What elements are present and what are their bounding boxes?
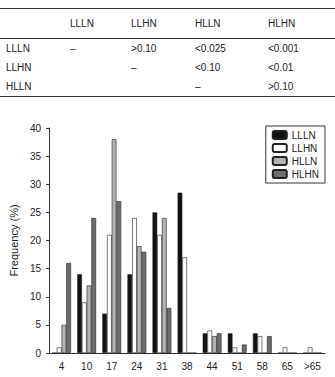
svg-text:LLLN: LLLN xyxy=(292,130,316,141)
html-text:<0.10: <0.10 xyxy=(195,62,221,73)
html-text:LLLN: LLLN xyxy=(6,43,30,54)
html-text:LLHN: LLHN xyxy=(6,62,32,73)
html-text:LLHN: LLHN xyxy=(131,18,157,29)
html-text:<0.025: <0.025 xyxy=(195,43,226,54)
svg-text:40: 40 xyxy=(30,123,42,134)
svg-text:20: 20 xyxy=(30,235,42,246)
html-text:HLHN: HLHN xyxy=(268,18,296,29)
svg-text:65: 65 xyxy=(282,361,294,372)
svg-text:5: 5 xyxy=(35,319,41,330)
svg-text:58: 58 xyxy=(257,361,269,372)
html-text:<0.01: <0.01 xyxy=(268,62,294,73)
html-text:HLLN: HLLN xyxy=(6,81,32,92)
svg-text:10: 10 xyxy=(30,291,42,302)
svg-text:0: 0 xyxy=(35,348,41,359)
html-text:>0.10: >0.10 xyxy=(131,43,157,54)
svg-text:25: 25 xyxy=(30,207,42,218)
svg-text:38: 38 xyxy=(181,361,193,372)
html-text:LLLN: LLLN xyxy=(70,18,94,29)
svg-text:30: 30 xyxy=(30,179,42,190)
svg-text:31: 31 xyxy=(156,361,168,372)
html-text:>0.10: >0.10 xyxy=(268,81,294,92)
svg-text:35: 35 xyxy=(30,151,42,162)
svg-text:17: 17 xyxy=(106,361,118,372)
svg-text:LLHN: LLHN xyxy=(292,143,318,154)
svg-text:Frequency (%): Frequency (%) xyxy=(8,204,20,276)
svg-text:HLHN: HLHN xyxy=(292,169,319,180)
svg-text:44: 44 xyxy=(207,361,219,372)
svg-text:>65: >65 xyxy=(304,361,321,372)
svg-text:15: 15 xyxy=(30,263,42,274)
svg-text:HLLN: HLLN xyxy=(292,156,318,167)
svg-text:24: 24 xyxy=(131,361,143,372)
svg-text:4: 4 xyxy=(59,361,65,372)
svg-text:10: 10 xyxy=(81,361,93,372)
html-text:<0.001: <0.001 xyxy=(268,43,299,54)
html-text:HLLN: HLLN xyxy=(195,18,221,29)
svg-text:51: 51 xyxy=(232,361,244,372)
